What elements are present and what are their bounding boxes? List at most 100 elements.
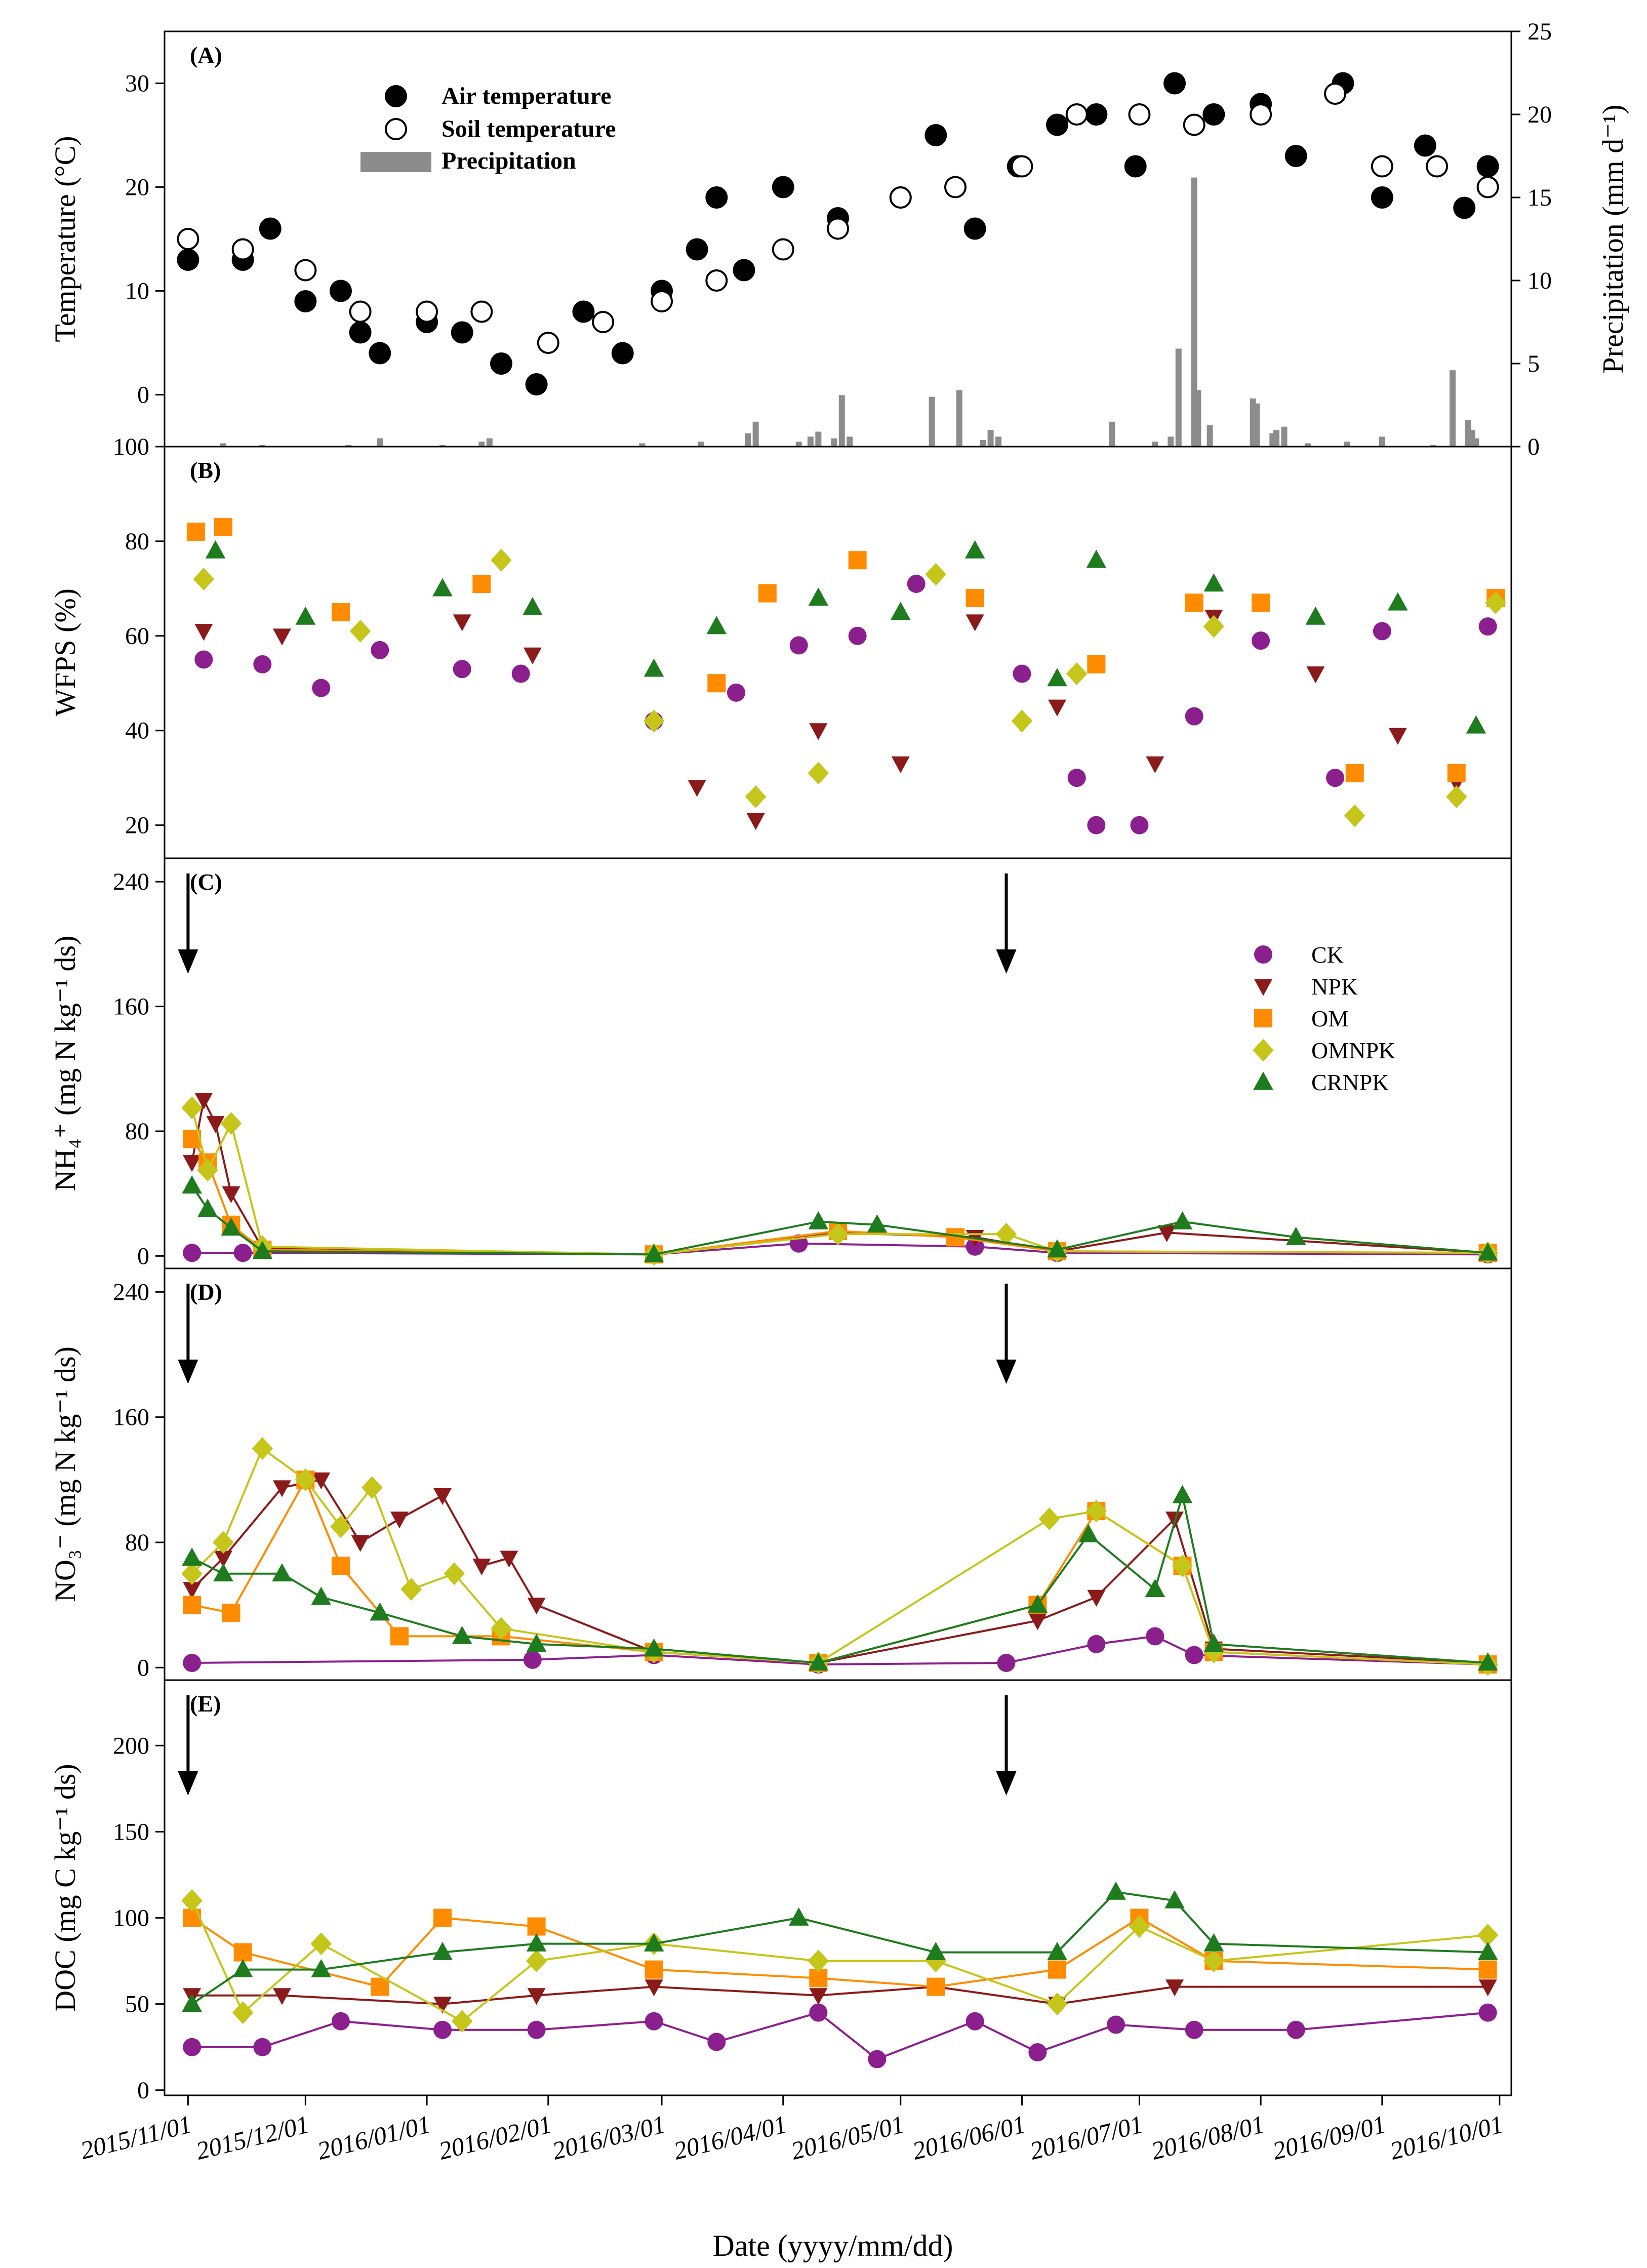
precipitation-bar	[1450, 370, 1456, 447]
y2-tick-label: 0	[1528, 433, 1540, 460]
crnpk-point	[1145, 1579, 1166, 1598]
crnpk-point	[205, 540, 226, 559]
ck-point	[1087, 816, 1106, 834]
ck-point	[997, 1653, 1016, 1672]
y-tick-label: 240	[113, 868, 149, 895]
ck-point	[848, 626, 867, 645]
crnpk-point	[644, 1638, 664, 1657]
ck-point	[371, 641, 389, 659]
ck-point	[1130, 816, 1149, 834]
panel-c-ammonium: 0 80 160 240 NH₄⁺ (mg N kg⁻¹ ds) (C) CK NPK OM OM…	[49, 857, 1512, 1269]
npk-point	[1146, 756, 1164, 774]
soil-temperature-point	[416, 300, 438, 323]
soil-temperature-point	[705, 269, 728, 292]
y-tick-label: 160	[113, 993, 149, 1020]
omnpk-point	[1203, 615, 1225, 638]
npk-point	[527, 1598, 546, 1615]
omnpk-point	[361, 1476, 383, 1499]
crnpk-point	[1106, 1881, 1126, 1900]
legend-precipitation-label: Precipitation	[441, 147, 576, 174]
omnpk-point	[1086, 1499, 1107, 1523]
soil-temperature-point	[1426, 155, 1449, 178]
crnpk-point	[965, 540, 985, 559]
precipitation-bar	[639, 443, 646, 447]
omnpk-point	[995, 1222, 1017, 1246]
legend-npk-label: NPK	[1311, 974, 1358, 1000]
air-temperature-point	[705, 186, 728, 209]
series-line-crnpk	[191, 1495, 1488, 1664]
omnpk-point	[925, 563, 947, 586]
omnpk-point	[181, 1562, 203, 1585]
npk-point	[966, 614, 984, 631]
ck-point	[1373, 622, 1391, 641]
legend-omnpk-label: OMNPK	[1311, 1038, 1395, 1063]
npk-point	[523, 647, 542, 665]
x-tick-label: 2016/04/01	[671, 2110, 790, 2165]
ck-point	[1252, 631, 1270, 650]
ck-point	[1107, 2015, 1126, 2034]
omnpk-point	[220, 1112, 242, 1135]
precipitation-bar	[1168, 436, 1174, 447]
air-temperature-point	[1202, 103, 1225, 126]
npk-point	[1087, 1589, 1106, 1607]
ck-point	[809, 2003, 828, 2022]
air-temperature-point	[925, 124, 947, 146]
crnpk-point	[1047, 668, 1067, 687]
crnpk-point	[432, 578, 453, 596]
npk-point	[312, 1472, 331, 1490]
y-tick-label: 40	[125, 718, 149, 744]
y-tick-label: 0	[137, 1654, 149, 1681]
crnpk-point	[1203, 1933, 1224, 1952]
y2-tick-label: 20	[1528, 101, 1552, 128]
npk-point	[645, 1979, 663, 1997]
legend-om-marker	[1254, 1009, 1272, 1027]
precipitation-bar	[377, 438, 383, 447]
precipitation-bar	[995, 436, 1002, 447]
precipitation-bar	[1175, 348, 1182, 447]
ck-point	[183, 1653, 202, 1672]
panel-frame	[164, 446, 1512, 859]
om-point	[645, 1960, 663, 1979]
ck-point	[1287, 2020, 1305, 2039]
crnpk-point	[1027, 1594, 1048, 1613]
omnpk-point	[295, 1468, 316, 1491]
precipitation-bar	[478, 442, 485, 447]
ck-point	[1146, 1627, 1164, 1646]
npk-point	[809, 1988, 828, 2005]
precipitation-bar	[980, 440, 986, 447]
omnpk-point	[1485, 591, 1506, 614]
omnpk-point	[213, 1531, 234, 1554]
legend-soil-temperature-label: Soil temperature	[441, 115, 616, 142]
precipitation-bar	[486, 438, 493, 447]
precipitation-bar	[1304, 443, 1311, 447]
crnpk-point	[232, 1959, 253, 1977]
omnpk-point	[1446, 785, 1467, 809]
ck-point	[433, 2020, 452, 2039]
soil-temperature-point	[1476, 176, 1499, 198]
omnpk-point	[330, 1515, 351, 1538]
crnpk-point	[311, 1959, 332, 1977]
ck-point	[1185, 707, 1203, 726]
legend-ck-label: CK	[1311, 942, 1344, 968]
npk-point	[688, 780, 706, 797]
ck-point	[966, 2012, 984, 2031]
crnpk-point	[808, 587, 829, 606]
crnpk-point	[452, 1625, 472, 1644]
crnpk-point	[867, 1214, 888, 1233]
air-temperature-point	[963, 217, 986, 240]
omnpk-point	[526, 1949, 547, 1973]
soil-temperature-point	[231, 238, 254, 261]
precipitation-bar	[259, 445, 266, 447]
y-tick-label: 20	[125, 174, 149, 201]
npk-point	[206, 1116, 225, 1133]
om-point	[1252, 593, 1270, 612]
om-point	[527, 1917, 546, 1936]
om-point	[331, 603, 350, 622]
series-line-om	[191, 1477, 1488, 1666]
omnpk-point	[1066, 662, 1088, 686]
omnpk-point	[1038, 1507, 1060, 1531]
x-tick-label: 2015/11/01	[77, 2110, 194, 2165]
x-tick-label: 2016/06/01	[910, 2110, 1029, 2165]
air-temperature-point	[329, 280, 352, 302]
omnpk-point	[1172, 1554, 1193, 1577]
